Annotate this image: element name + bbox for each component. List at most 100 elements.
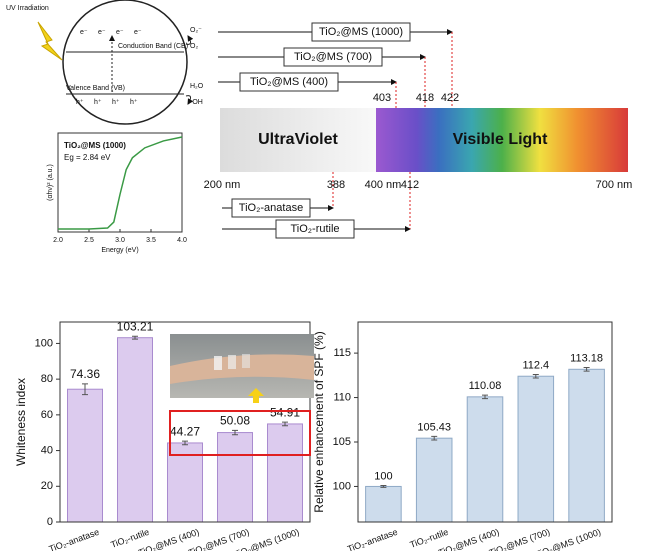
electron: e⁻ xyxy=(98,29,106,36)
label-box xyxy=(311,22,411,42)
label-box xyxy=(275,219,355,239)
y-tick-label: 105 xyxy=(333,436,351,448)
cb-label: Conduction Band (CB) xyxy=(118,43,188,50)
bar xyxy=(67,388,103,523)
annotation: Eg = 2.84 eV xyxy=(64,153,111,162)
oxidation-arrow xyxy=(185,95,194,105)
uv-region xyxy=(220,108,376,172)
edge-label: 403 xyxy=(373,92,391,104)
label-box xyxy=(283,47,383,67)
scale-label: 700 nm xyxy=(596,179,633,191)
y-tick-label: 100 xyxy=(35,337,53,349)
edge-label: 422 xyxy=(441,92,459,104)
swatch xyxy=(228,355,236,369)
bar xyxy=(517,375,555,523)
vb-label: Valence Band (VB) xyxy=(66,85,125,92)
photo-inset xyxy=(169,334,314,456)
spectrum: UltraViolet Visible Light 200 nm 400 nm … xyxy=(204,108,633,191)
y-tick-label: 115 xyxy=(333,347,351,359)
product: ·OH xyxy=(190,99,203,106)
material-label: TiO₂@MS (400) xyxy=(250,76,328,88)
bar xyxy=(117,337,153,523)
band-diagram: UV Irradiation Conduction Band (CB) Vale… xyxy=(6,0,194,125)
value-label: 44.27 xyxy=(170,424,200,438)
error-bar xyxy=(132,335,138,340)
hole: h⁺ xyxy=(130,99,138,106)
x-tick-label: 2.5 xyxy=(84,237,94,244)
hole: h⁺ xyxy=(112,99,120,106)
hole: h⁺ xyxy=(94,99,102,106)
product: H₂O xyxy=(190,83,204,90)
scale-label: 200 nm xyxy=(204,179,241,191)
value-label: 54.91 xyxy=(270,405,300,419)
error-bar xyxy=(182,440,188,446)
electron: e⁻ xyxy=(134,29,142,36)
visible-region xyxy=(376,108,628,172)
error-bar xyxy=(82,383,88,396)
data-line xyxy=(58,136,183,230)
edge-label: 412 xyxy=(401,179,419,191)
swatch xyxy=(214,356,222,370)
pointer-arrow xyxy=(248,388,264,403)
error-bar xyxy=(532,373,539,379)
label-box xyxy=(239,72,339,92)
error-bar xyxy=(380,485,387,488)
material-label: TiO₂@MS (700) xyxy=(294,51,372,63)
error-bar xyxy=(482,394,488,400)
y-tick-label: 110 xyxy=(333,391,351,403)
x-tick-label: TiO₂-anatase xyxy=(48,527,101,551)
y-axis-label: (αhν)² (a.u.) xyxy=(47,164,54,201)
y-tick-label: 0 xyxy=(47,516,53,528)
label-box xyxy=(231,198,311,218)
edge-label: 388 xyxy=(327,179,345,191)
bar xyxy=(217,432,253,523)
y-axis-label: Relative enhancement of SPF (%) xyxy=(312,331,326,512)
product: O₂⁻ xyxy=(190,27,202,34)
bar xyxy=(568,368,605,523)
y-tick-label: 60 xyxy=(41,409,53,421)
lightning xyxy=(37,21,63,61)
electron: e⁻ xyxy=(80,29,88,36)
bar-chart: 100105110115100TiO₂-anatase105.43TiO₂-ru… xyxy=(312,321,613,551)
uv-label: UV Irradiation xyxy=(6,5,49,12)
bar xyxy=(466,396,504,523)
error-bar xyxy=(232,429,238,436)
error-bar xyxy=(282,421,288,427)
skin xyxy=(170,354,314,384)
bar xyxy=(267,423,303,523)
x-tick-label: 3.5 xyxy=(146,237,156,244)
error-bar xyxy=(431,435,438,441)
value-label: 112.4 xyxy=(522,359,549,371)
x-tick-label: 3.0 xyxy=(115,237,125,244)
reduction-arrow xyxy=(185,35,194,45)
value-label: 74.36 xyxy=(70,367,100,381)
material-label: TiO₂-rutile xyxy=(290,223,339,235)
value-label: 50.08 xyxy=(220,414,250,428)
value-label: 103.21 xyxy=(117,319,154,333)
material-label: TiO₂@MS (1000) xyxy=(319,26,403,38)
value-label: 110.08 xyxy=(469,380,502,392)
material-label: TiO₂-anatase xyxy=(239,202,303,214)
x-axis-label: Energy (eV) xyxy=(101,247,138,254)
y-tick-label: 80 xyxy=(41,373,53,385)
chart-title: TiO₂@MS (1000) xyxy=(64,141,126,150)
edge-label: 418 xyxy=(416,92,434,104)
bar xyxy=(365,485,402,523)
scale-label: 400 nm xyxy=(365,179,402,191)
bar xyxy=(415,437,453,523)
region-label: Visible Light xyxy=(453,131,549,148)
y-axis-label: Whiteness index xyxy=(14,378,28,466)
hole: h⁺ xyxy=(76,99,84,106)
value-label: 105.43 xyxy=(417,421,451,433)
inset-chart: 2.0 2.5 3.0 3.5 4.0 TiO₂@MS (1000) Eg = 2.84 e… xyxy=(47,132,187,254)
value-label: 113.18 xyxy=(570,352,603,364)
error-bar xyxy=(583,367,590,372)
y-tick-label: 20 xyxy=(41,480,53,492)
plot-frame xyxy=(357,321,613,523)
product: O₂ xyxy=(190,43,198,50)
swatch xyxy=(242,354,250,368)
x-tick-label: TiO₂-anatase xyxy=(346,527,399,551)
bar xyxy=(167,442,203,523)
